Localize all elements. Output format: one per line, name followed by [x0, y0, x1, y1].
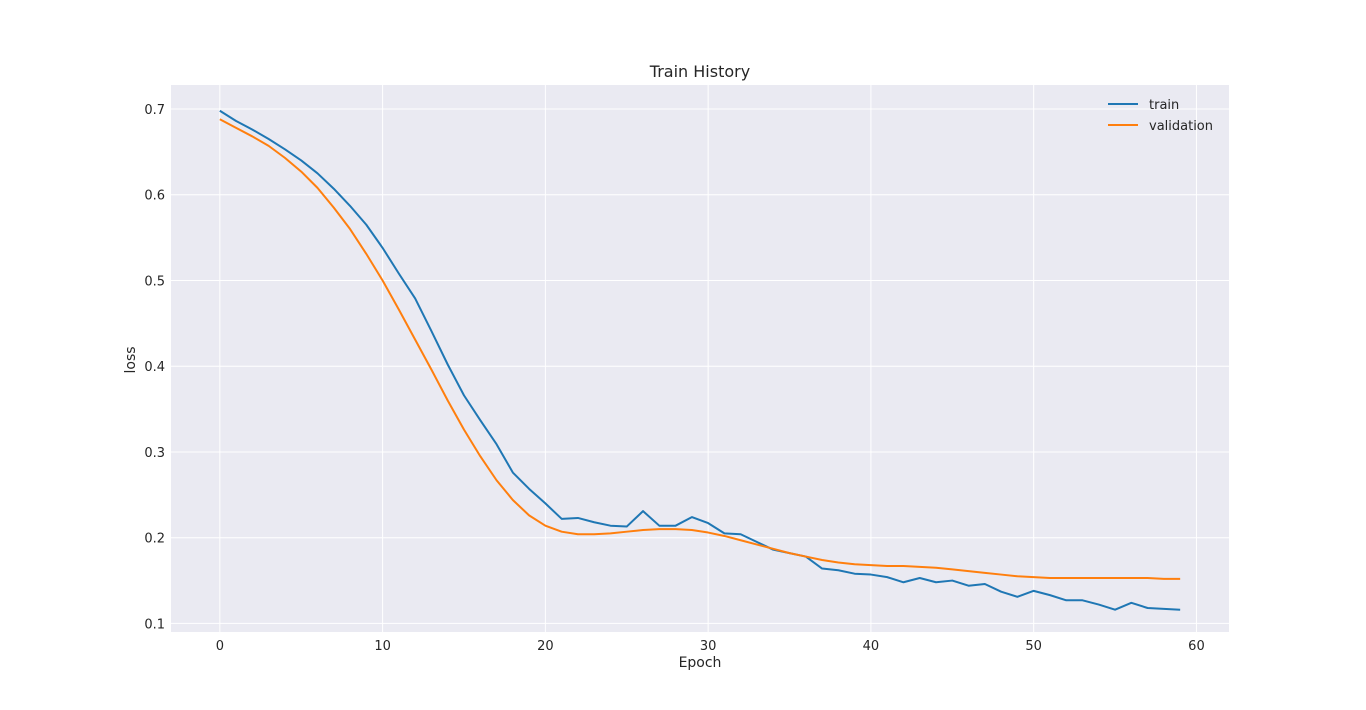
legend-label-train: train — [1149, 98, 1179, 113]
legend-label-validation: validation — [1149, 119, 1213, 134]
y-axis-label: loss — [123, 346, 139, 373]
y-tick-label: 0.3 — [144, 446, 165, 461]
y-tick-label: 0.1 — [144, 617, 165, 632]
series-line-train — [219, 109, 1181, 611]
tick-labels: 0 10 20 30 40 50 60 0.1 0.2 0.3 0.4 0.5 0.6 0.7 — [144, 103, 1204, 654]
y-tick-label: 0.6 — [144, 189, 165, 204]
y-tick-label: 0.5 — [144, 274, 165, 289]
x-tick-label: 0 — [216, 639, 224, 654]
y-tick-label: 0.4 — [144, 360, 165, 375]
x-tick-label: 60 — [1188, 639, 1205, 654]
legend: train validation — [1108, 98, 1213, 134]
x-tick-label: 30 — [700, 639, 717, 654]
y-tick-label: 0.2 — [144, 532, 165, 547]
grid-lines — [171, 85, 1229, 632]
series-line-validation — [219, 118, 1181, 580]
chart-title: Train History — [649, 62, 750, 81]
x-tick-label: 40 — [863, 639, 880, 654]
series-lines — [219, 109, 1181, 611]
x-tick-label: 10 — [374, 639, 391, 654]
x-axis-label: Epoch — [679, 655, 722, 671]
plot-background — [171, 85, 1229, 632]
x-tick-label: 20 — [537, 639, 554, 654]
x-tick-label: 50 — [1025, 639, 1042, 654]
y-tick-label: 0.7 — [144, 103, 165, 118]
